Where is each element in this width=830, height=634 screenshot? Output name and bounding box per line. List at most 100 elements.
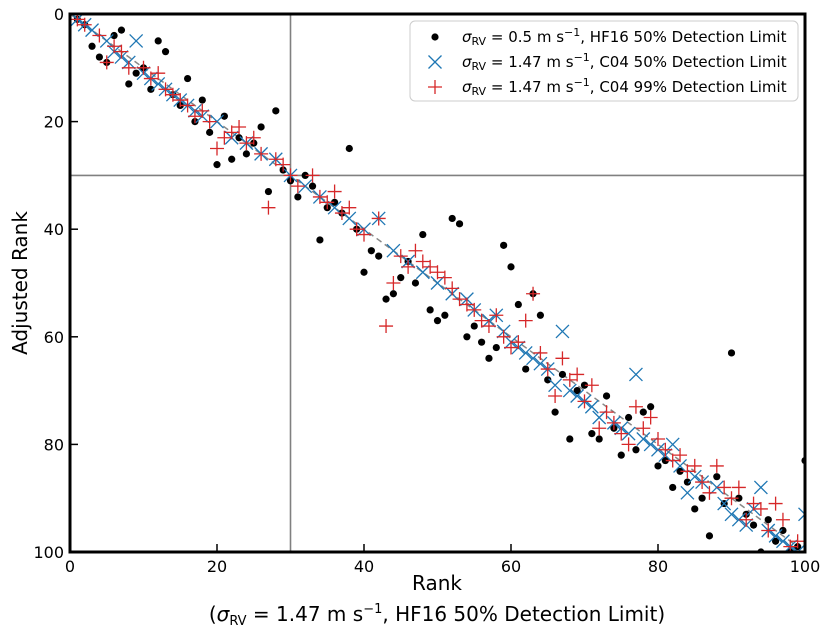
series-1-point (95, 53, 103, 61)
series-2-point (386, 243, 401, 258)
series-1-point (213, 161, 221, 169)
series-3-point (320, 195, 335, 210)
legend-label-2-part-1: RV (472, 60, 487, 73)
series-3-point (628, 399, 643, 414)
series-3-point (143, 71, 158, 86)
series-3 (70, 14, 805, 552)
series-2-point (415, 265, 430, 280)
series-3-point (643, 410, 658, 425)
legend-label-2-part-2: = 1.47 m s (486, 53, 574, 71)
legend-marker-1 (431, 33, 439, 41)
series-2-point (570, 389, 585, 403)
series-1-point (669, 483, 677, 492)
series-1-point (588, 430, 596, 438)
series-3-point (592, 421, 607, 436)
series-2-point (680, 485, 695, 500)
series-3-point (393, 249, 408, 264)
series-3-point (702, 485, 717, 500)
series-3-point (430, 265, 445, 280)
series-1-point (220, 112, 228, 120)
series-3-point (511, 335, 526, 350)
series-1-point (485, 354, 493, 362)
series-3-point (386, 276, 401, 290)
series-3-point (768, 496, 783, 511)
series-3-point (680, 464, 695, 479)
series-1-point (161, 48, 170, 56)
series-1-point (228, 155, 236, 163)
series-1-point (88, 42, 96, 50)
series-1-point (661, 456, 669, 465)
legend-label-1-part-3: −1 (564, 26, 580, 39)
series-3-point (379, 319, 394, 334)
series-3-point (562, 372, 577, 387)
series-1-point (264, 187, 273, 196)
series-1-point (639, 408, 647, 416)
series-3-point (290, 179, 305, 194)
series-1-point (147, 85, 155, 93)
series-3-point (496, 329, 511, 344)
series-2-point (327, 200, 342, 215)
legend-label-3-part-3: −1 (574, 76, 590, 89)
series-1-point (426, 306, 434, 314)
series-3-point (371, 211, 386, 226)
series-3-point (540, 362, 555, 377)
series-3-point (474, 313, 489, 328)
legend-label-1-part-1: RV (472, 35, 487, 48)
series-3-point (614, 426, 629, 441)
series-3-point (658, 442, 673, 457)
series-2-point (753, 480, 768, 495)
series-1-point (360, 268, 368, 276)
series-1-point (514, 300, 522, 309)
x-subtitle-sigma: σ (217, 602, 231, 626)
series-3-point (599, 405, 614, 420)
series-1-point (500, 241, 508, 249)
series-3-point (673, 448, 688, 463)
series-1-point (301, 171, 309, 179)
series-1-point (647, 403, 655, 411)
series-1-point (397, 274, 405, 282)
series-2-point (526, 351, 541, 366)
series-3-point (224, 125, 239, 140)
legend-label-3-part-0: σ (462, 78, 472, 96)
series-3-point (731, 480, 746, 495)
series-1-point (654, 462, 662, 470)
series-3-point (187, 109, 202, 124)
x-tick-label: 0 (65, 557, 75, 576)
series-1 (73, 15, 805, 552)
series-3-point (305, 168, 320, 183)
series-2-point (651, 442, 665, 457)
series-3-point (489, 308, 504, 323)
series-1-point (705, 532, 714, 540)
series-1-point (184, 74, 192, 83)
x-subtitle-exp: −1 (363, 602, 382, 617)
series-1-point (691, 505, 699, 513)
series-2-point (298, 179, 313, 194)
series-3-point (107, 39, 122, 54)
series-3-point (217, 130, 232, 145)
x-tick-label: 80 (648, 557, 668, 576)
legend-label-1-part-0: σ (462, 28, 472, 46)
series-3-point (753, 501, 768, 516)
series-1-point (419, 230, 427, 239)
series-1-point (713, 473, 721, 481)
series-2-point (533, 356, 548, 371)
series-3-point (526, 286, 541, 301)
series-1-point (455, 220, 464, 228)
legend-label-2-part-0: σ (462, 53, 472, 71)
series-2-point (709, 480, 724, 495)
series-3-point (695, 475, 710, 490)
series-1-point (382, 295, 390, 303)
series-1-point (308, 182, 317, 190)
series-1-point (544, 376, 552, 384)
y-axis-title: Adjusted Rank (8, 211, 32, 355)
legend-label-3-part-2: = 1.47 m s (486, 78, 574, 96)
series-3-point (254, 146, 269, 161)
legend-label-2-part-3: −1 (574, 51, 590, 64)
series-1-point (206, 128, 214, 136)
series-2-point (99, 33, 114, 48)
legend-box (409, 20, 799, 102)
series-1-point (698, 494, 706, 502)
series-3-point (210, 141, 224, 156)
series-3-point (790, 534, 805, 549)
